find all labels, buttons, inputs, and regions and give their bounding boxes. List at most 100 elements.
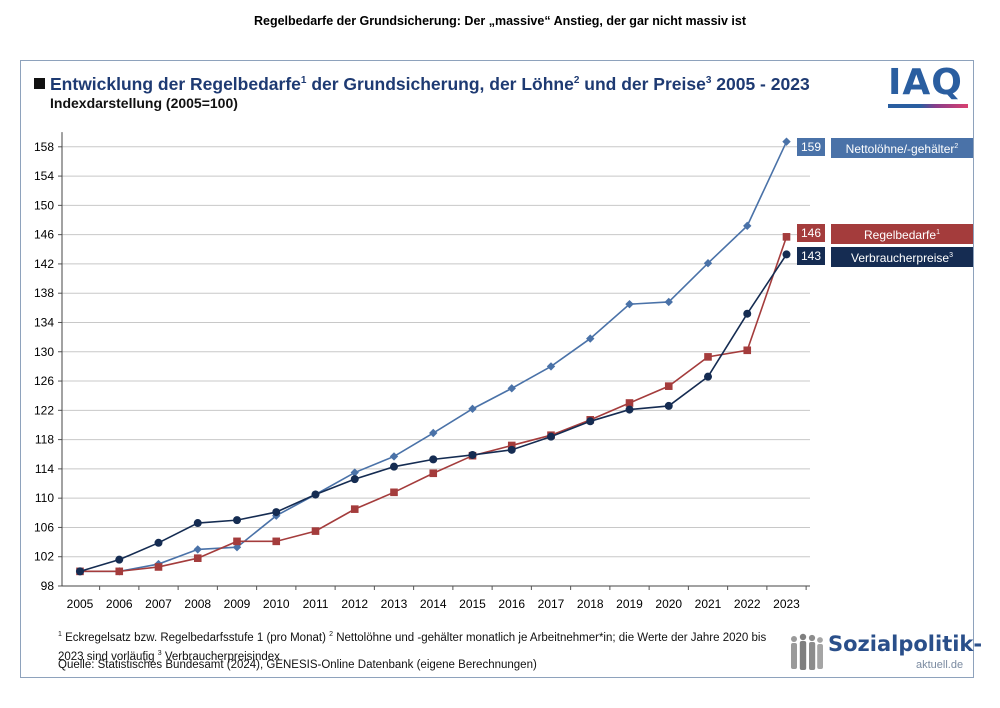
series-line-nettoloehne bbox=[80, 141, 788, 573]
point-verbraucherpreise bbox=[625, 405, 634, 414]
iaq-logo-bar bbox=[888, 104, 968, 108]
footnotes: 1 Eckregelsatz bzw. Regelbedarfsstufe 1 … bbox=[58, 631, 767, 663]
title-main: Entwicklung der Regelbedarfe bbox=[50, 74, 301, 94]
y-tick-label: 146 bbox=[34, 228, 54, 242]
point-nettoloehne bbox=[586, 334, 595, 343]
point-regelbedarfe bbox=[390, 488, 398, 497]
y-tick-label: 98 bbox=[41, 579, 55, 593]
x-tick-label: 2005 bbox=[67, 597, 94, 611]
point-regelbedarfe bbox=[507, 441, 516, 450]
point-nettoloehne bbox=[429, 428, 438, 438]
y-tick-label: 154 bbox=[34, 169, 54, 183]
point-regelbedarfe bbox=[625, 399, 634, 407]
point-verbraucherpreise bbox=[154, 538, 163, 547]
title-sup-1: 1 bbox=[300, 75, 307, 87]
point-verbraucherpreise bbox=[76, 567, 84, 576]
x-tick-label: 2023 bbox=[773, 597, 800, 611]
y-tick-label: 110 bbox=[35, 491, 54, 505]
point-verbraucherpreise bbox=[664, 401, 673, 410]
title-mid-2: und der Preise bbox=[579, 74, 706, 94]
point-verbraucherpreise bbox=[507, 445, 516, 454]
series-regelbedarfe bbox=[76, 233, 791, 576]
point-nettoloehne bbox=[743, 221, 752, 231]
x-tick-label: 2018 bbox=[577, 597, 604, 611]
series-nettoloehne bbox=[75, 137, 791, 576]
point-regelbedarfe bbox=[704, 353, 712, 361]
chart-frame bbox=[20, 60, 974, 678]
point-regelbedarfe bbox=[782, 233, 791, 241]
series-layer bbox=[75, 137, 791, 576]
y-tick-label: 118 bbox=[35, 433, 54, 447]
series-verbraucherpreise bbox=[76, 250, 791, 576]
x-tick-label: 2013 bbox=[381, 597, 408, 611]
chart-subtitle: Indexdarstellung (2005=100) bbox=[50, 95, 238, 111]
x-tick-label: 2009 bbox=[224, 597, 251, 611]
x-tick-label: 2008 bbox=[184, 597, 211, 611]
y-tick-label: 158 bbox=[34, 140, 54, 154]
point-nettoloehne bbox=[389, 452, 399, 461]
legend-label-verbraucherpreise: Verbraucherpreise3 bbox=[831, 247, 973, 267]
point-nettoloehne bbox=[232, 543, 242, 552]
iaq-logo: IAQ bbox=[888, 64, 972, 108]
point-verbraucherpreise bbox=[743, 309, 752, 318]
chart-title: Entwicklung der Regelbedarfe1 der Grunds… bbox=[34, 74, 810, 95]
point-regelbedarfe bbox=[743, 346, 752, 355]
point-nettoloehne bbox=[507, 384, 516, 393]
y-tick-label: 134 bbox=[34, 315, 54, 329]
point-regelbedarfe bbox=[429, 469, 438, 478]
point-nettoloehne bbox=[703, 258, 713, 268]
y-tick-label: 106 bbox=[34, 520, 54, 534]
point-verbraucherpreise bbox=[586, 417, 595, 426]
point-nettoloehne bbox=[350, 468, 359, 477]
point-regelbedarfe bbox=[664, 382, 673, 390]
grid-layer bbox=[62, 146, 810, 558]
end-label-value: 143 bbox=[797, 247, 825, 265]
sozialpolitik-logo: Sozialpolitik- aktuell.de bbox=[788, 628, 982, 674]
x-tick-label: 2006 bbox=[106, 597, 133, 611]
end-label-value: 146 bbox=[797, 224, 825, 242]
iaq-logo-text: IAQ bbox=[888, 62, 963, 103]
end-label-value: 159 bbox=[797, 138, 825, 156]
x-tick-label: 2007 bbox=[145, 597, 172, 611]
x-tick-label: 2012 bbox=[341, 597, 368, 611]
x-tick-label: 2015 bbox=[459, 597, 486, 611]
x-tick-label: 2017 bbox=[538, 597, 565, 611]
point-nettoloehne bbox=[546, 362, 556, 371]
point-verbraucherpreise bbox=[115, 555, 124, 564]
x-tick-label: 2014 bbox=[420, 597, 447, 611]
y-tick-label: 130 bbox=[34, 345, 54, 359]
y-tick-label: 126 bbox=[34, 374, 54, 388]
end-label-regelbedarfe: 146 Regelbedarfe1 bbox=[797, 224, 973, 244]
y-tick-label: 138 bbox=[34, 286, 54, 300]
title-sup-3: 3 bbox=[705, 75, 712, 87]
x-tick-label: 2022 bbox=[734, 597, 761, 611]
x-tick-label: 2010 bbox=[263, 597, 290, 611]
y-tick-label: 142 bbox=[34, 257, 54, 271]
axis-layer: 98 102 106 110 114 118 122 126 130 134 138 142 146 15… bbox=[34, 132, 810, 611]
end-label-verbraucherpreise: 143 Verbraucherpreise3 bbox=[797, 247, 973, 267]
point-verbraucherpreise bbox=[311, 490, 320, 499]
sozialpolitik-logo-text: Sozialpolitik- bbox=[828, 632, 983, 656]
point-regelbedarfe bbox=[233, 537, 241, 546]
series-line-verbraucherpreise bbox=[79, 253, 788, 573]
source-note: Quelle: Statistisches Bundesamt (2024), … bbox=[58, 659, 537, 671]
legend-label-regelbedarfe: Regelbedarfe1 bbox=[831, 224, 973, 244]
end-label-nettoloehne: 159 Nettolöhne/-gehälter2 bbox=[797, 138, 973, 158]
point-nettoloehne bbox=[193, 545, 202, 554]
point-verbraucherpreise bbox=[547, 432, 555, 441]
point-nettoloehne bbox=[468, 404, 477, 414]
x-tick-label: 2021 bbox=[695, 597, 722, 611]
page-title: Regelbedarfe der Grundsicherung: Der „ma… bbox=[253, 14, 747, 28]
point-regelbedarfe bbox=[350, 505, 359, 513]
point-verbraucherpreise bbox=[233, 516, 241, 525]
point-verbraucherpreise bbox=[468, 450, 477, 459]
point-nettoloehne bbox=[782, 137, 791, 146]
point-nettoloehne bbox=[664, 297, 673, 307]
point-verbraucherpreise bbox=[390, 462, 398, 471]
y-tick-label: 114 bbox=[35, 462, 54, 476]
point-verbraucherpreise bbox=[782, 250, 791, 259]
point-verbraucherpreise bbox=[704, 372, 712, 381]
x-tick-label: 2020 bbox=[655, 597, 682, 611]
point-verbraucherpreise bbox=[350, 475, 359, 484]
